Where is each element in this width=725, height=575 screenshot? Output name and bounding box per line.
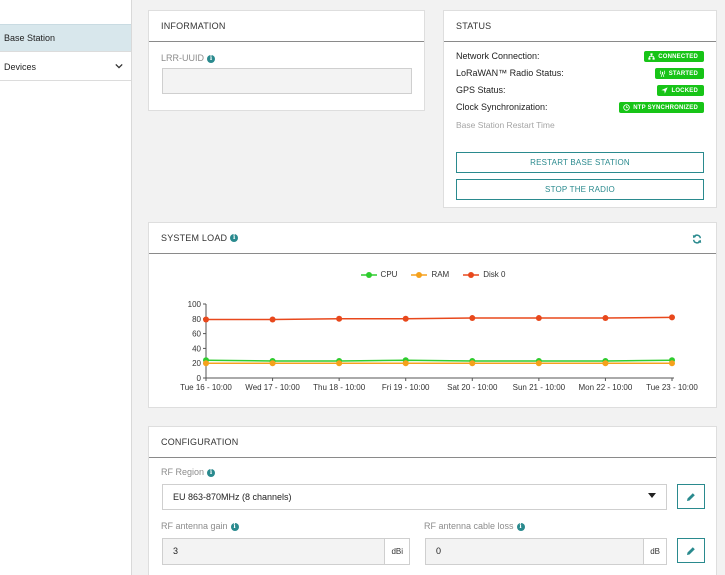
information-title: INFORMATION [149,11,424,42]
series-line-disk-0 [206,316,673,321]
configuration-panel: CONFIGURATION RF Region i EU 863-870MHz (… [148,426,717,575]
data-point[interactable] [336,360,343,367]
lrr-uuid-field [162,68,412,94]
series-line-cpu [205,359,673,362]
edit-antenna-button[interactable] [677,538,705,563]
information-panel: INFORMATION LRR-UUID i [148,10,425,111]
y-tick-label: 60 [192,330,201,339]
radio-tower-icon [659,70,665,77]
lrr-uuid-label: LRR-UUID i [161,53,216,63]
x-tick-label: Thu 18 - 10:00 [313,383,366,392]
data-point[interactable] [669,360,675,367]
legend-label: Disk 0 [483,270,506,279]
sidebar-item-base-station[interactable]: Base Station [0,24,131,52]
x-tick-label: Fri 19 - 10:00 [382,383,430,392]
info-icon[interactable]: i [516,522,525,531]
info-icon[interactable]: i [207,54,216,63]
cable-loss-field[interactable]: 0 dB [425,538,667,565]
system-load-title: SYSTEM LOAD i [149,223,716,254]
x-tick-label: Mon 22 - 10:00 [579,383,633,392]
caret-down-icon [648,493,656,498]
legend-item[interactable]: CPU [360,270,398,279]
data-point[interactable] [602,360,609,367]
sidebar-item-devices[interactable]: Devices [0,53,131,81]
x-tick-label: Wed 17 - 10:00 [245,383,300,392]
edit-rf-region-button[interactable] [677,484,705,509]
status-badge: LOCKED [657,85,704,96]
info-icon[interactable]: i [230,522,239,531]
status-badge: NTP SYNCHRONIZED [619,102,704,113]
data-point[interactable] [269,360,276,367]
status-row-radio: LoRaWAN™ Radio Status: STARTED [456,68,704,82]
legend-label: RAM [431,270,450,279]
data-point[interactable] [535,360,542,367]
data-point[interactable] [469,360,476,367]
legend-label: CPU [380,270,398,279]
clock-icon [623,104,630,111]
y-tick-label: 40 [192,344,201,353]
info-icon[interactable]: i [230,234,239,242]
y-tick-label: 80 [192,315,201,324]
info-icon[interactable]: i [207,468,216,477]
y-tick-label: 20 [192,359,201,368]
status-row-clock: Clock Synchronization: NTP SYNCHRONIZED [456,102,704,116]
status-badge: CONNECTED [644,51,704,62]
status-row-gps: GPS Status: LOCKED [456,85,704,99]
legend-item[interactable]: Disk 0 [463,270,505,279]
x-tick-label: Sat 20 - 10:00 [447,383,498,392]
network-icon [648,53,655,60]
data-point[interactable] [203,316,209,323]
data-point[interactable] [402,315,409,322]
sidebar-item-label: Devices [4,61,37,72]
x-tick-label: Sun 21 - 10:00 [513,383,566,392]
y-tick-label: 100 [188,300,202,309]
data-point[interactable] [269,316,276,323]
rf-region-select[interactable]: EU 863-870MHz (8 channels) [162,484,667,510]
legend-item[interactable]: RAM [411,270,449,279]
sidebar-item-label: Base Station [4,33,56,43]
stop-radio-button[interactable]: STOP THE RADIO [456,179,704,200]
status-badge: STARTED [654,68,704,79]
x-tick-label: Tue 23 - 10:00 [646,383,698,392]
status-title: STATUS [444,11,716,42]
antenna-gain-label: RF antenna gain i [161,521,239,531]
y-tick-label: 0 [197,374,202,383]
location-arrow-icon [661,87,669,94]
status-row-network: Network Connection: CONNECTED [456,51,704,65]
cable-loss-label: RF antenna cable loss i [424,521,525,531]
system-load-chart: 0 20 40 60 80 100 Tue 16 - 10:00 Wed 17 - 10:00… [180,300,698,392]
rf-region-label: RF Region i [161,467,216,477]
configuration-title: CONFIGURATION [149,427,716,458]
pencil-icon [687,546,695,555]
antenna-gain-unit: dBi [384,539,409,564]
refresh-icon[interactable] [692,234,702,244]
x-tick-label: Tue 16 - 10:00 [180,383,232,392]
pencil-icon [687,492,695,501]
data-point[interactable] [469,315,476,322]
system-load-panel: SYSTEM LOAD i CPU RAM Disk 0 0 20 40 60 80 100 Tu… [148,222,717,408]
chevron-down-icon [115,63,123,69]
data-point[interactable] [602,315,609,322]
legend-marker [360,271,377,278]
legend-marker [463,271,480,278]
data-point[interactable] [402,360,409,367]
data-point[interactable] [535,315,542,322]
restart-base-station-button[interactable]: RESTART BASE STATION [456,152,704,173]
data-point[interactable] [203,360,209,367]
antenna-gain-field[interactable]: 3 dBi [162,538,410,565]
data-point[interactable] [669,314,675,321]
sidebar: Base Station Devices [0,0,132,575]
legend-marker [411,271,428,278]
restart-time-label: Base Station Restart Time [456,120,555,130]
chart-legend: CPU RAM Disk 0 [149,270,717,279]
status-panel: STATUS Network Connection: CONNECTED LoR… [443,10,717,208]
data-point[interactable] [336,315,343,322]
cable-loss-unit: dB [643,539,666,564]
